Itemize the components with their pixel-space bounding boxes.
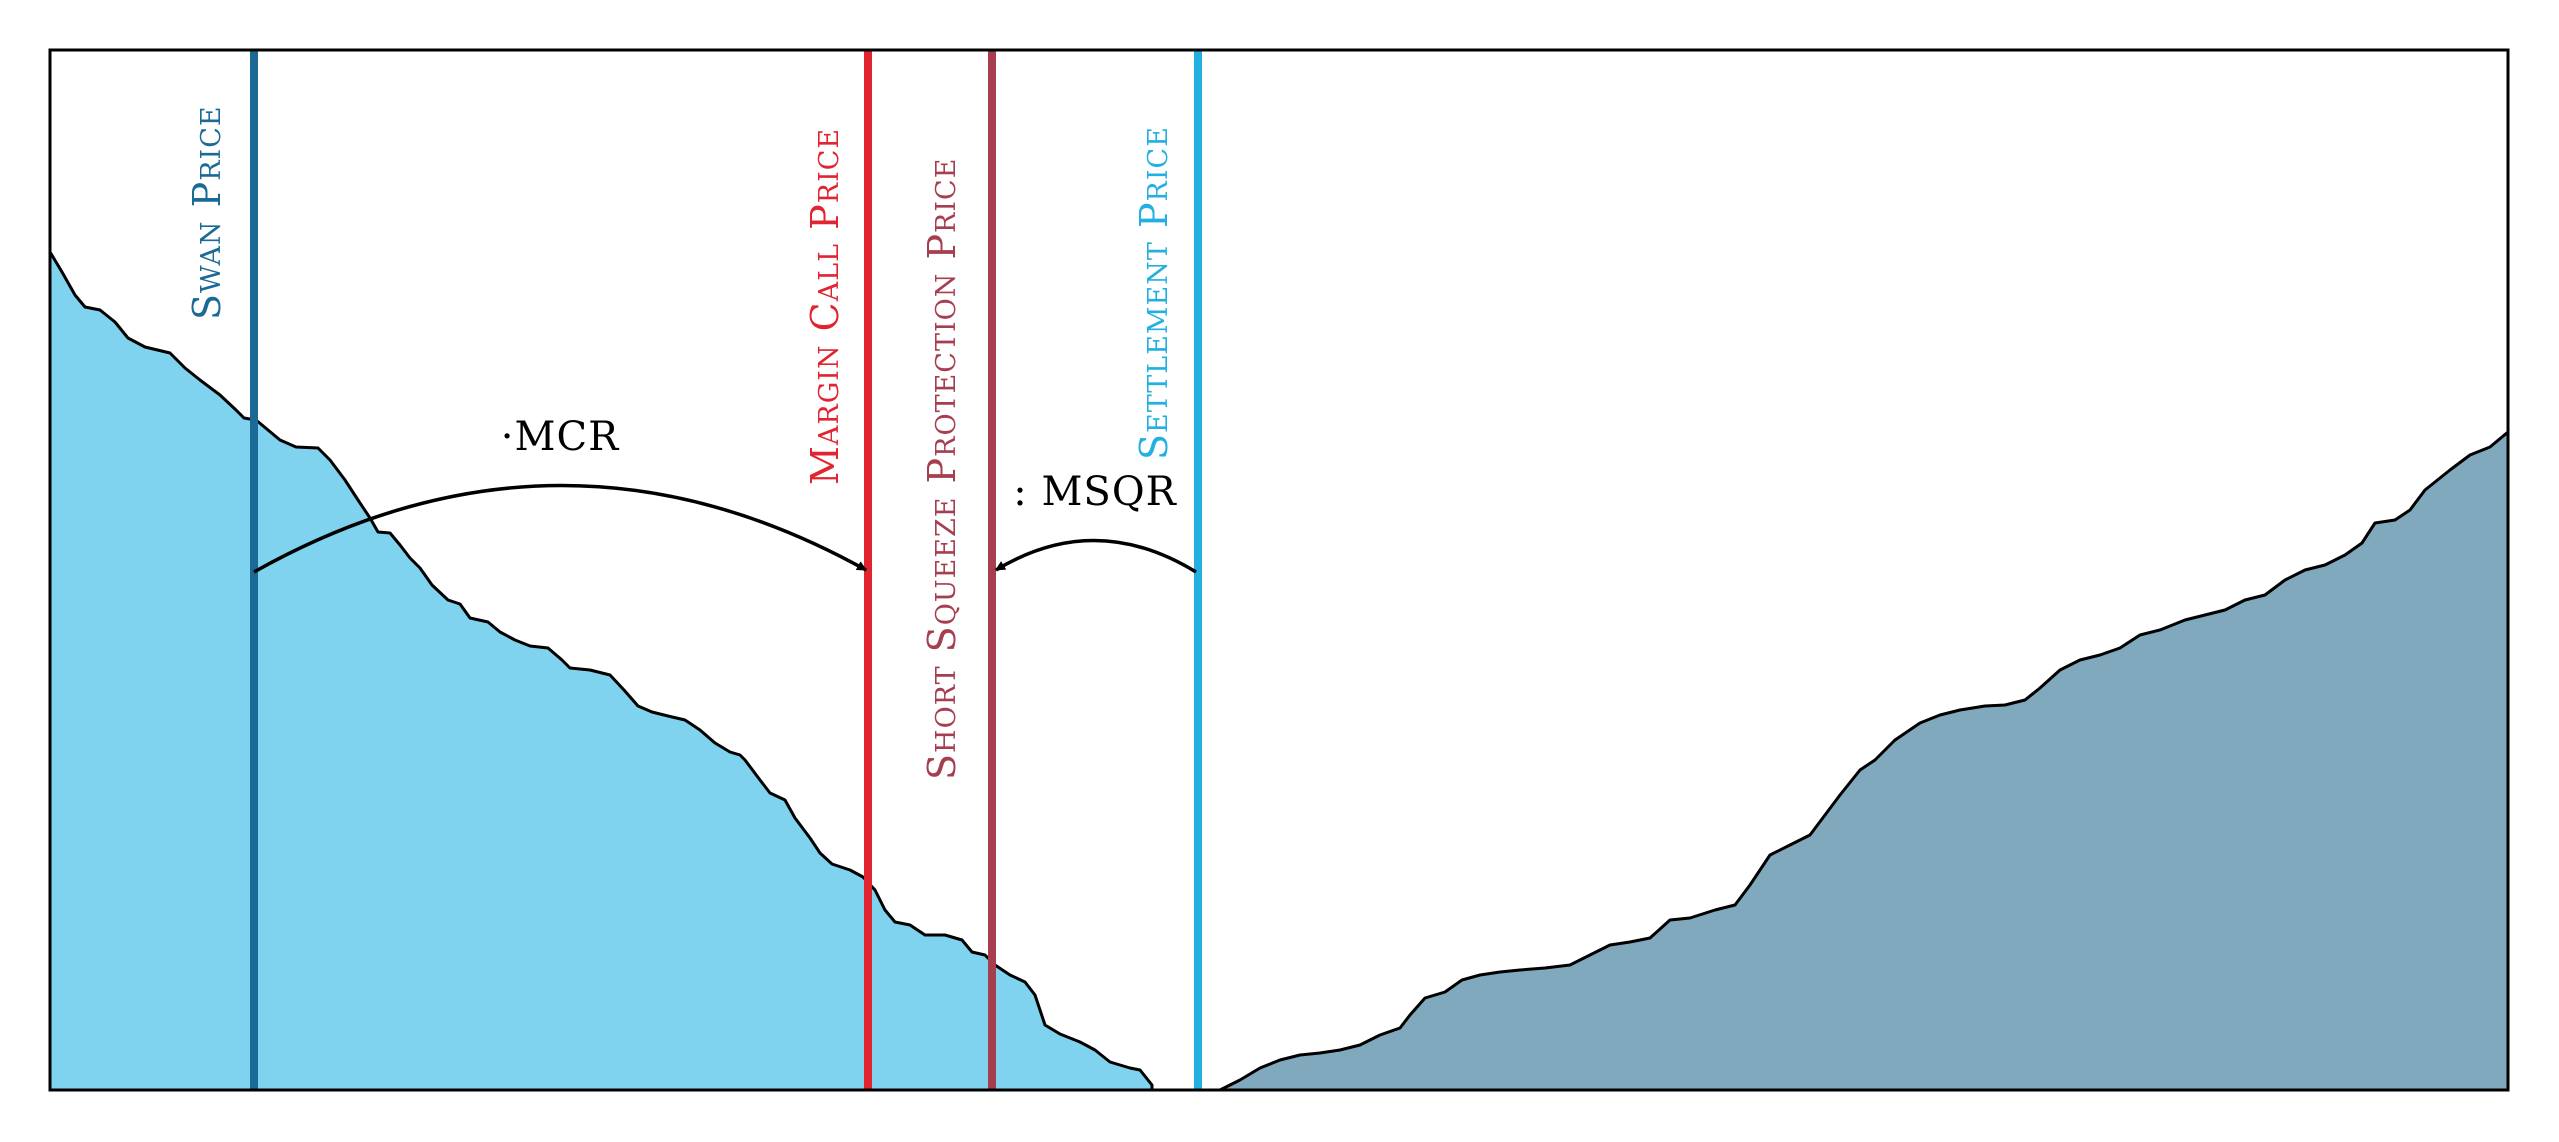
mcr-arrow [253,483,867,574]
plot-frame [48,48,2510,1092]
msqr-arrow [995,538,1197,574]
left-depth-area [48,250,1154,1092]
right-depth-area [1218,430,2510,1092]
mcr-label: ·MCR [501,414,620,460]
settlement-price-label: Settlement Price [1132,126,1176,460]
short-squeeze-protection-price-label: Short Squeeze Protection Price [920,158,964,780]
swan-price-label: Swan Price [185,105,229,320]
msqr-label: : MSQR [1013,469,1177,515]
margin-call-price-label: Margin Call Price [803,128,847,485]
